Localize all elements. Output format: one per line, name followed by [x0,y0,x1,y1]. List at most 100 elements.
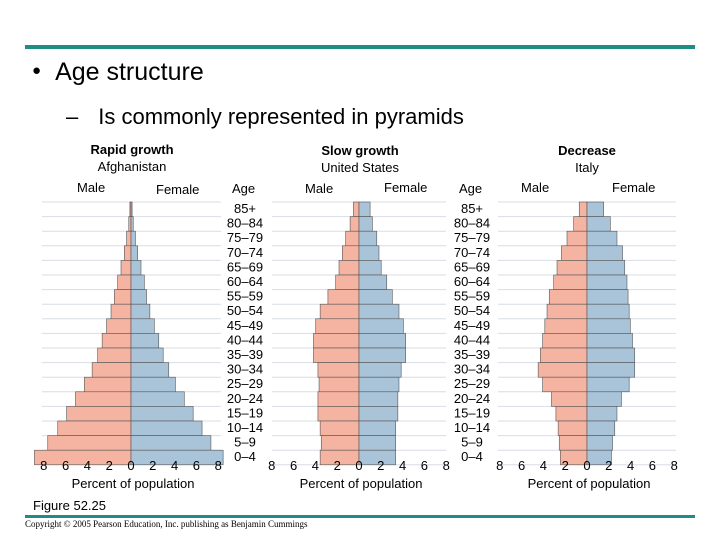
age-group-label: 35–39 [227,347,263,362]
age-group-label: 15–19 [227,405,263,420]
male-bar [101,333,132,349]
male-bar [110,303,132,320]
female-bar [130,245,138,261]
male-bar [338,260,360,276]
age-group-label: 75–79 [454,230,490,245]
female-bar [130,318,155,334]
male-bar [537,362,588,378]
male-bar [128,216,132,232]
x-tick-label: 6 [290,458,297,473]
male-bar [318,376,360,393]
male-bar [317,362,360,378]
x-tick-label: 4 [627,458,634,473]
age-group-label: 65–69 [227,259,263,274]
male-bar [120,260,132,276]
male-bar [540,347,588,363]
age-group-label: 50–54 [227,303,263,318]
age-group-label: 60–64 [227,274,263,289]
female-bar [358,406,399,422]
male-bar [561,245,588,261]
figure-label: Figure 52.25 [33,498,106,513]
female-bar [130,391,185,407]
male-bar [553,274,588,290]
female-bar [130,449,224,466]
female-bar [358,303,400,320]
female-bar [130,406,194,422]
female-bar [358,391,399,407]
female-bar [130,435,212,451]
female-bar [358,230,378,247]
x-tick-label: 2 [562,458,569,473]
x-tick-label: 4 [399,458,406,473]
age-group-label: 80–84 [454,216,490,231]
title-rapid-growth: Rapid growth [90,142,174,157]
x-tick-label: 2 [149,458,156,473]
female-bar [586,333,633,349]
female-bar [358,201,371,217]
female-bar [586,420,616,436]
male-bar [542,376,588,393]
female-label-3: Female [612,180,656,195]
male-bar [551,391,588,407]
female-bar [358,245,380,261]
male-bar [114,289,132,305]
male-bar [556,260,588,276]
male-bar [84,376,132,393]
top-rule [25,45,695,49]
x-tick-label: 6 [649,458,656,473]
male-bar [327,289,360,305]
male-bar [91,362,132,378]
male-bar [557,420,588,436]
male-bar [313,333,360,349]
x-tick-label: 2 [106,458,113,473]
age-group-label: 80–84 [227,216,263,231]
age-group-label: 35–39 [454,347,490,362]
male-bar [353,201,360,217]
male-bar [335,274,360,290]
x-axis-label: Percent of population [528,476,651,491]
bullet-dot-icon: ● [32,62,42,79]
female-bar [130,420,203,436]
female-label-1: Female [156,182,200,197]
x-tick-label: 6 [193,458,200,473]
x-tick-label: 6 [421,458,428,473]
title-slow-growth: Slow growth [321,143,399,158]
female-bar [358,449,396,466]
male-bar [315,318,360,334]
x-tick-label: 0 [127,458,134,473]
male-bar [117,274,132,290]
x-tick-label: 4 [540,458,547,473]
female-bar [358,318,404,334]
male-label-3: Male [521,180,550,195]
female-bar [586,303,630,320]
female-bar [586,362,636,378]
female-bar [358,435,396,451]
x-tick-label: 8 [268,458,275,473]
female-bar [130,347,164,363]
age-group-label: 20–24 [454,391,490,406]
male-bar [34,449,132,466]
male-bar [124,245,132,261]
female-bar [586,289,629,305]
age-group-label: 85+ [461,201,483,216]
female-bar [358,362,402,378]
age-group-label: 25–29 [227,376,263,391]
age-group-label: 40–44 [227,332,263,347]
age-group-label: 45–49 [227,318,263,333]
x-tick-label: 8 [443,458,450,473]
male-bar [544,318,588,334]
x-tick-label: 2 [334,458,341,473]
bullet-text: Age structure [55,58,204,86]
male-bar [126,230,132,247]
age-group-label: 75–79 [227,230,263,245]
male-bar [97,347,132,363]
age-group-label: 0–4 [234,449,256,464]
x-tick-label: 6 [518,458,525,473]
male-bar [319,420,360,436]
age-group-label: 15–19 [454,405,490,420]
age-group-label: 50–54 [454,303,490,318]
copyright-notice: Copyright © 2005 Pearson Education, Inc.… [25,519,308,529]
male-bar [57,420,132,436]
x-tick-label: 0 [583,458,590,473]
female-bar [130,333,160,349]
